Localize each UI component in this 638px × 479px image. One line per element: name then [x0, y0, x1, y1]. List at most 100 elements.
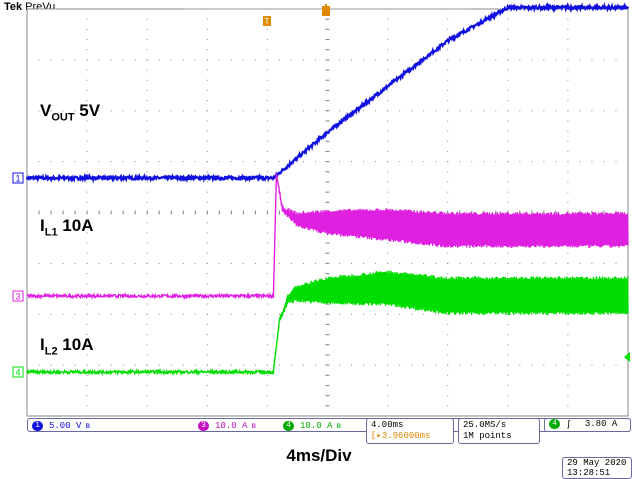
grid-dot: [411, 110, 413, 112]
grid-dot: [146, 28, 148, 30]
grid-dot: [86, 354, 88, 356]
grid-dot: [459, 59, 461, 61]
grid-dot: [507, 415, 509, 417]
grid-dot: [206, 415, 208, 417]
acquisition-box[interactable]: 25.0MS/s 1M points: [458, 418, 540, 444]
date: 29 May 2020: [567, 458, 627, 468]
grid-dot: [314, 110, 316, 112]
grid-dot: [146, 395, 148, 397]
grid-dot: [266, 303, 268, 305]
grid-dot: [507, 313, 509, 315]
grid-dot: [387, 39, 389, 41]
grid-dot: [351, 313, 353, 315]
grid-dot: [423, 364, 425, 366]
grid-dot: [567, 395, 569, 397]
grid-dot: [459, 262, 461, 264]
grid-dot: [543, 364, 545, 366]
grid-dot: [387, 262, 389, 264]
grid-dot: [507, 191, 509, 193]
grid-dot: [266, 171, 268, 173]
grid-dot: [86, 344, 88, 346]
grid-dot: [507, 79, 509, 81]
grid-dot: [206, 232, 208, 234]
grid-dot: [603, 110, 605, 112]
grid-dot: [567, 262, 569, 264]
grid-dot: [507, 354, 509, 356]
grid-dot: [387, 395, 389, 397]
grid-dot: [158, 364, 160, 366]
grid-dot: [86, 252, 88, 254]
grid-dot: [567, 354, 569, 356]
grid-dot: [519, 59, 521, 61]
grid-dot: [447, 191, 449, 193]
grid-dot: [38, 262, 40, 264]
grid-dot: [146, 100, 148, 102]
grid-dot: [86, 28, 88, 30]
grid-dot: [435, 59, 437, 61]
grid-dot: [627, 364, 629, 366]
grid-dot: [543, 59, 545, 61]
ch1-badge: 1: [32, 420, 43, 431]
grid-dot: [146, 89, 148, 91]
grid-dot: [230, 110, 232, 112]
grid-dot: [507, 273, 509, 275]
grid-dot: [387, 384, 389, 386]
grid-dot: [471, 59, 473, 61]
grid-dot: [339, 364, 341, 366]
grid-dot: [194, 110, 196, 112]
grid-dot: [194, 262, 196, 264]
ch3-ground-marker: [12, 290, 24, 302]
grid-dot: [339, 110, 341, 112]
grid-dot: [411, 161, 413, 163]
grid-dot: [86, 293, 88, 295]
grid-dot: [38, 313, 40, 315]
grid-dot: [218, 262, 220, 264]
grid-dot: [134, 313, 136, 315]
grid-dot: [266, 120, 268, 122]
grid-dot: [483, 313, 485, 315]
grid-dot: [591, 161, 593, 163]
grid-dot: [206, 161, 208, 163]
grid-dot: [447, 171, 449, 173]
grid-dot: [50, 262, 52, 264]
timebase-box[interactable]: 4.00ms ⟦▸3.96000ms: [366, 418, 454, 444]
grid-dot: [447, 18, 449, 20]
grid-dot: [86, 334, 88, 336]
grid-dot: [86, 79, 88, 81]
grid-dot: [507, 374, 509, 376]
grid-dot: [567, 89, 569, 91]
grid-dot: [206, 59, 208, 61]
grid-dot: [387, 110, 389, 112]
grid-dot: [182, 364, 184, 366]
grid-dot: [603, 262, 605, 264]
grid-dot: [146, 344, 148, 346]
grid-dot: [519, 313, 521, 315]
ch1-ground-marker: [12, 172, 24, 184]
grid-dot: [26, 161, 28, 163]
grid-dot: [591, 110, 593, 112]
grid-dot: [146, 293, 148, 295]
grid-dot: [507, 171, 509, 173]
grid-dot: [146, 49, 148, 51]
grid-dot: [447, 334, 449, 336]
grid-dot: [266, 8, 268, 10]
grid-dot: [110, 110, 112, 112]
grid-dot: [447, 374, 449, 376]
grid-dot: [387, 344, 389, 346]
grid-dot: [266, 201, 268, 203]
grid-dot: [351, 110, 353, 112]
grid-dot: [74, 161, 76, 163]
grid-dot: [423, 110, 425, 112]
grid-dot: [206, 222, 208, 224]
grid-dot: [447, 69, 449, 71]
time-per-division-label: 4ms/Div: [286, 446, 352, 465]
grid-dot: [399, 364, 401, 366]
grid-dot: [206, 49, 208, 51]
grid-dot: [110, 364, 112, 366]
grid-dot: [86, 415, 88, 417]
ch4-ground-marker: [12, 366, 24, 378]
